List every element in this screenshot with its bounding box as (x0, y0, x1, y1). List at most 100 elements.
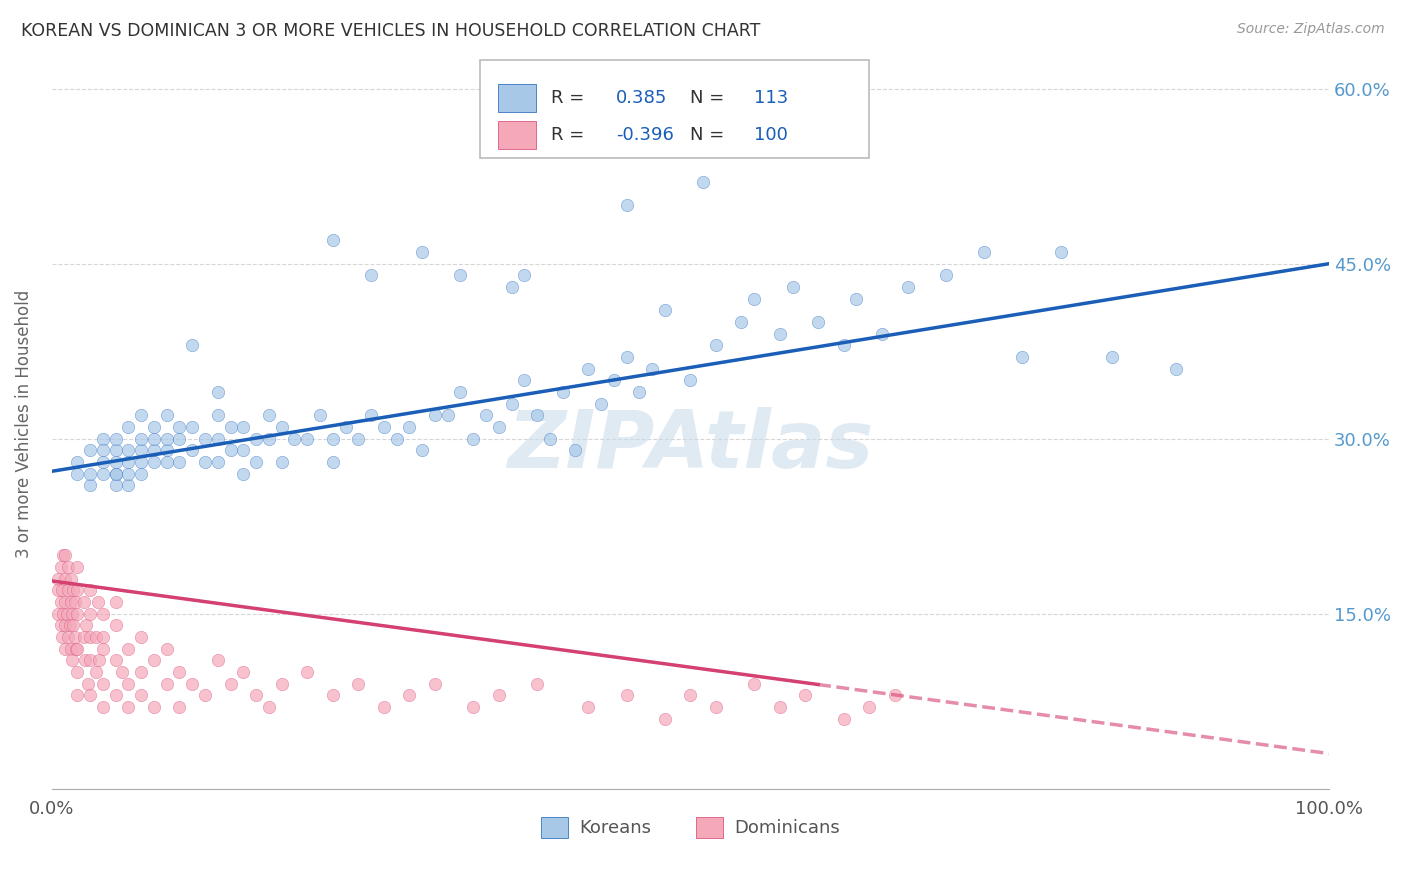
Point (79, 688, 101, 702)
Point (450, 384, 472, 399)
Point (475, 409, 498, 423)
Point (62, 618, 84, 632)
Point (870, 326, 893, 341)
FancyBboxPatch shape (479, 60, 869, 158)
Point (66, 455, 89, 469)
Point (551, 384, 574, 399)
Point (896, 280, 918, 294)
Point (117, 420, 139, 434)
Point (616, 350, 638, 364)
Point (59, 595, 82, 609)
Point (679, 688, 702, 702)
Point (309, 409, 332, 423)
Point (742, 292, 765, 306)
Point (283, 432, 305, 446)
Point (87, 653, 110, 667)
Point (129, 688, 152, 702)
Point (129, 443, 152, 458)
Bar (498, 85, 536, 112)
Point (538, 432, 561, 446)
Point (60, 607, 83, 621)
Point (156, 641, 179, 656)
Point (704, 699, 727, 714)
Point (66, 688, 89, 702)
Point (52, 549, 75, 563)
Point (385, 432, 408, 446)
Point (91, 641, 114, 656)
Point (59, 572, 82, 586)
Point (807, 315, 830, 329)
Text: R =: R = (551, 126, 591, 144)
Point (181, 676, 204, 690)
Point (769, 699, 792, 714)
Point (423, 409, 446, 423)
Point (295, 432, 318, 446)
Point (576, 699, 599, 714)
Point (104, 443, 127, 458)
Point (373, 699, 395, 714)
Point (117, 443, 139, 458)
Point (232, 665, 254, 679)
Point (322, 455, 344, 469)
Point (207, 409, 229, 423)
Point (411, 245, 433, 260)
Point (169, 432, 191, 446)
Point (1049, 245, 1071, 260)
Point (463, 432, 485, 446)
Point (73, 630, 96, 644)
Point (58, 560, 80, 574)
Point (91, 432, 114, 446)
Point (832, 338, 855, 352)
Point (79, 443, 101, 458)
Bar (498, 120, 536, 149)
Point (104, 595, 127, 609)
Point (79, 478, 101, 492)
Point (207, 653, 229, 667)
Point (117, 478, 139, 492)
Point (322, 688, 344, 702)
Point (79, 630, 101, 644)
Point (679, 373, 702, 387)
Point (60, 653, 83, 667)
Text: 113: 113 (754, 89, 789, 107)
Point (156, 676, 179, 690)
Point (142, 653, 165, 667)
Point (232, 420, 254, 434)
Point (76, 676, 98, 690)
Y-axis label: 3 or more Vehicles in Household: 3 or more Vehicles in Household (15, 290, 32, 558)
Point (129, 409, 152, 423)
Point (232, 467, 254, 481)
Point (129, 455, 152, 469)
Point (51, 630, 73, 644)
Point (858, 699, 880, 714)
Point (245, 455, 267, 469)
Point (117, 455, 139, 469)
Point (398, 420, 420, 434)
Point (66, 665, 89, 679)
Point (117, 699, 139, 714)
Point (169, 665, 191, 679)
Point (194, 432, 217, 446)
Point (75, 618, 97, 632)
Point (117, 641, 139, 656)
Point (63, 595, 86, 609)
Point (373, 420, 395, 434)
Point (411, 443, 433, 458)
Point (883, 688, 905, 702)
Point (58, 583, 80, 598)
Point (270, 420, 292, 434)
Point (91, 455, 114, 469)
Point (450, 268, 472, 283)
Point (769, 326, 792, 341)
Point (257, 432, 280, 446)
Point (616, 198, 638, 212)
Text: Source: ZipAtlas.com: Source: ZipAtlas.com (1237, 22, 1385, 37)
Point (219, 420, 242, 434)
Point (66, 467, 89, 481)
Point (501, 280, 523, 294)
Point (66, 607, 89, 621)
Text: 0.385: 0.385 (616, 89, 668, 107)
Point (501, 397, 523, 411)
Point (111, 665, 134, 679)
Point (181, 420, 204, 434)
